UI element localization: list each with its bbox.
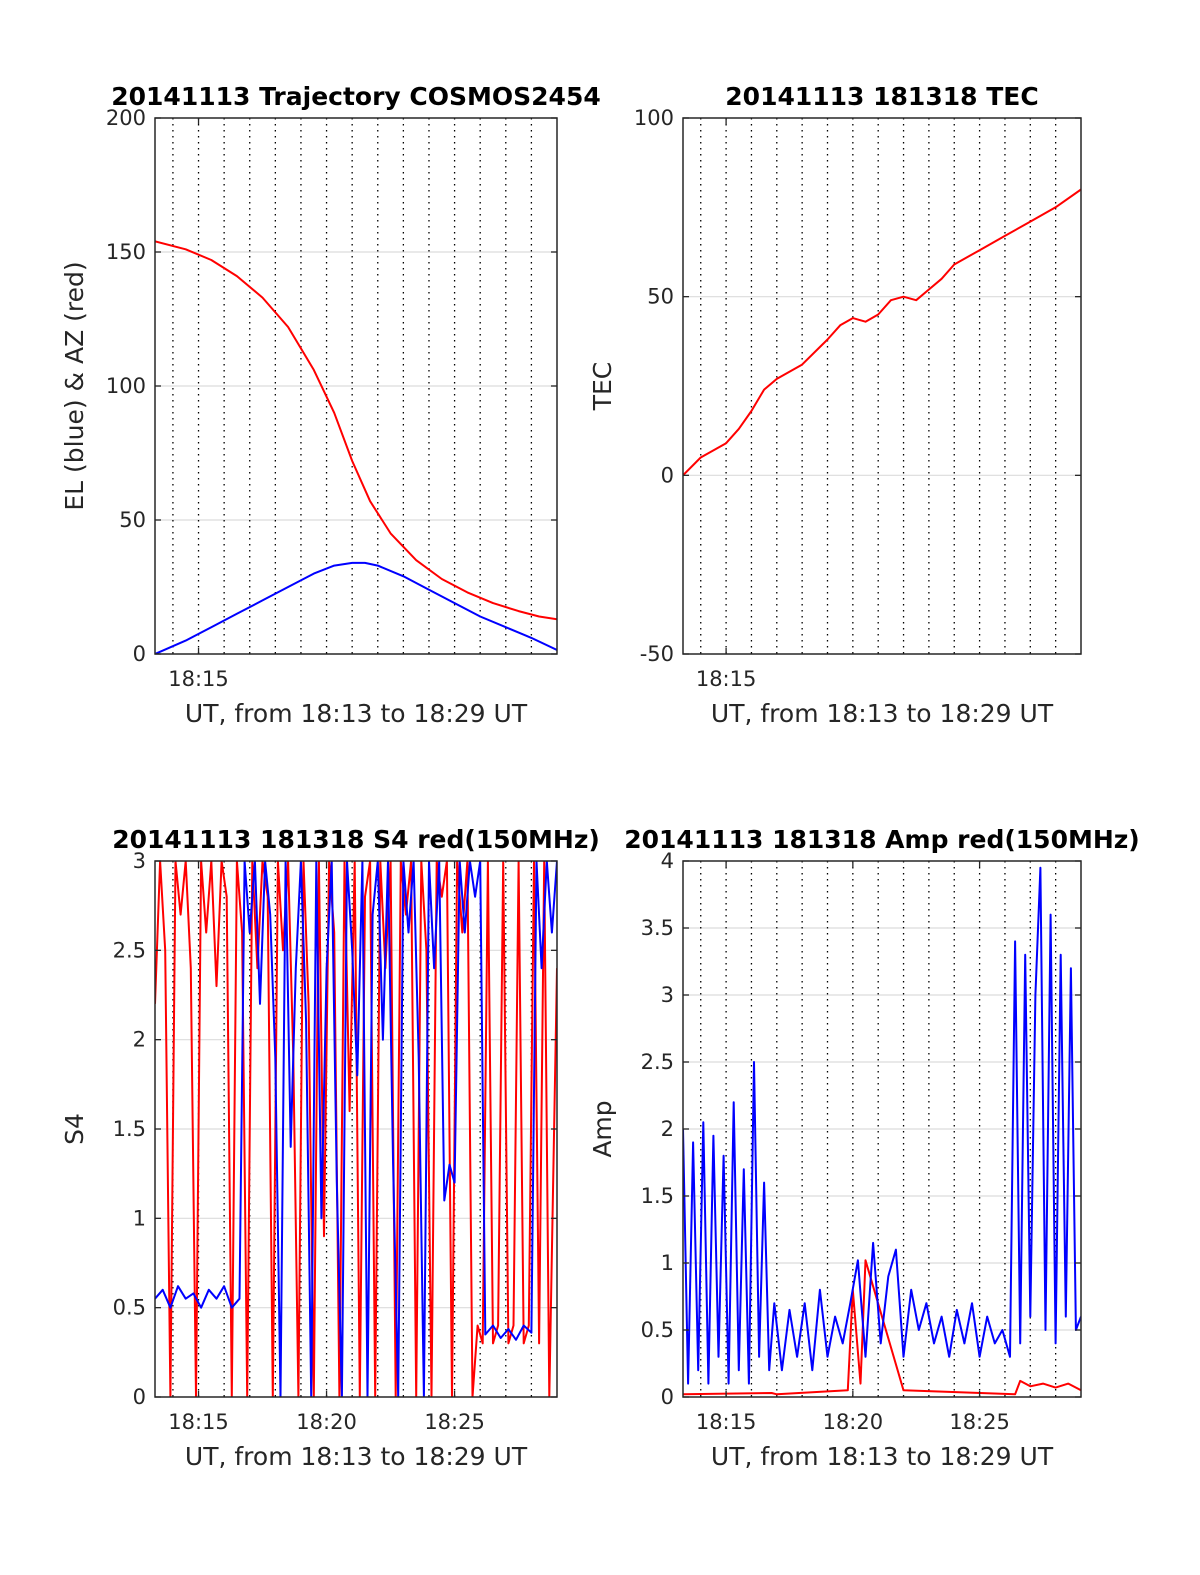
y-tick-label: 2 [661,1117,674,1141]
x-tick-label: 18:15 [168,1410,229,1434]
y-tick-label: 200 [106,106,146,130]
y-tick-label: 1 [661,1251,674,1275]
chart-panel-1: 0 50 100 150 200 18:15 20141113 Trajectory COS… [60,82,601,728]
x-tick-label: 18:25 [424,1410,485,1434]
y-axis-label: TEC [588,362,617,412]
y-tick-label: 3 [661,983,674,1007]
chart-title: 20141113 181318 Amp red(150MHz) [624,825,1140,854]
y-tick-label: 100 [106,374,146,398]
series-line-1 [683,1259,1081,1396]
x-tick-label: 18:20 [823,1410,884,1434]
y-tick-label: 0 [661,463,674,487]
y-tick-label: 150 [106,240,146,264]
y-tick-label: 1.5 [113,1117,146,1141]
x-axis-label: UT, from 18:13 to 18:29 UT [711,1442,1054,1471]
y-tick-label: 0.5 [641,1318,674,1342]
y-tick-label: 2.5 [113,938,146,962]
y-tick-label: 0 [133,642,146,666]
y-axis-label: S4 [60,1113,89,1145]
x-tick-label: 18:25 [949,1410,1010,1434]
y-tick-label: 0 [661,1385,674,1409]
y-tick-label: 2.5 [641,1050,674,1074]
x-tick-label: 18:15 [696,667,757,691]
series-line-1 [683,188,1081,477]
y-tick-label: 4 [661,849,674,873]
chart-title: 20141113 181318 S4 red(150MHz) [112,825,600,854]
y-tick-label: 0.5 [113,1296,146,1320]
x-tick-label: 18:15 [696,1410,757,1434]
series-line-2 [155,561,557,654]
x-axis-label: UT, from 18:13 to 18:29 UT [711,699,1054,728]
chart-title: 20141113 181318 TEC [725,82,1038,111]
series-line-2 [155,861,557,1397]
y-tick-label: -50 [640,642,674,666]
chart-panel-2: -50 0 50 100 18:15 20141113 181318 TEC UT, fro… [588,82,1082,728]
x-axis-label: UT, from 18:13 to 18:29 UT [185,1442,528,1471]
plot-area [683,118,1081,654]
x-axis-label: UT, from 18:13 to 18:29 UT [185,699,528,728]
y-tick-label: 1 [133,1206,146,1230]
y-tick-label: 3 [133,849,146,873]
chart-panel-3: 0 0.5 1 1.5 2 2.5 3 18:15 18:20 18:25 20141113 181… [60,825,600,1471]
axes-box [682,117,1082,655]
y-tick-label: 0 [133,1385,146,1409]
y-axis-label: Amp [588,1100,617,1157]
x-tick-label: 18:20 [296,1410,357,1434]
series-line-2 [683,866,1081,1385]
y-tick-label: 50 [647,285,674,309]
x-tick-label: 18:15 [168,667,229,691]
y-axis-label: EL (blue) & AZ (red) [60,261,89,510]
y-tick-label: 2 [133,1028,146,1052]
y-tick-label: 100 [634,106,674,130]
y-tick-label: 3.5 [641,916,674,940]
chart-panel-4: 0 0.5 1 1.5 2 2.5 3 3.5 4 18:15 18:20 18:25 20141113… [588,825,1140,1471]
chart-title: 20141113 Trajectory COSMOS2454 [111,82,601,111]
y-tick-label: 1.5 [641,1184,674,1208]
series-line-1 [155,240,557,621]
y-tick-label: 50 [119,508,146,532]
